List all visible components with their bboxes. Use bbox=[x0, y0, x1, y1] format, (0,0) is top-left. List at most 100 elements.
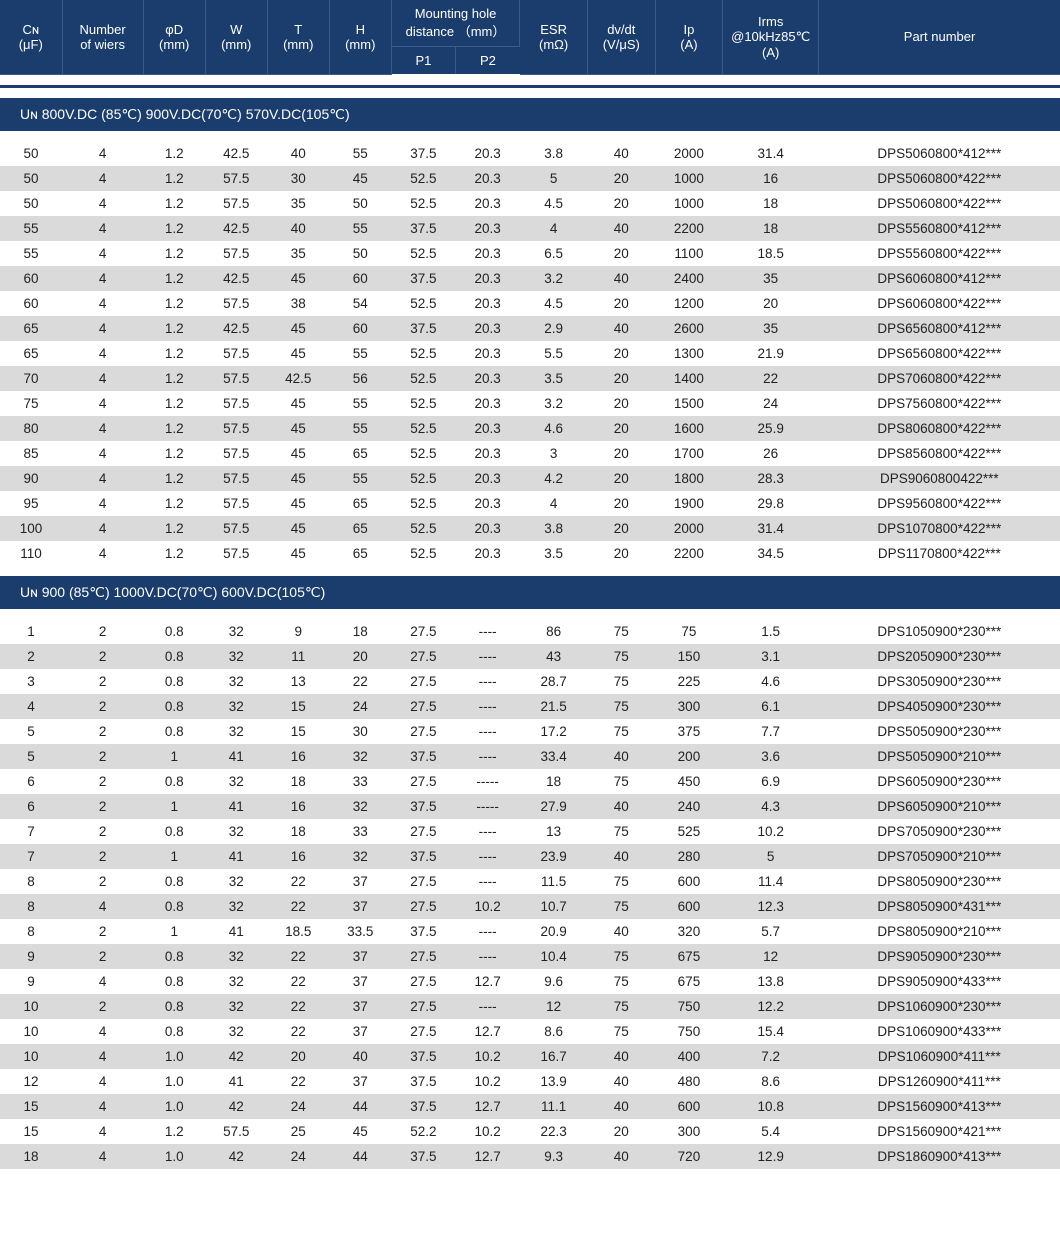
table-cell: 20.3 bbox=[456, 441, 520, 466]
table-cell: DPS8050900*210*** bbox=[819, 919, 1060, 944]
table-cell: 280 bbox=[655, 844, 723, 869]
table-cell: DPS1050900*230*** bbox=[819, 619, 1060, 644]
table-cell: 1600 bbox=[655, 416, 723, 441]
table-cell: 4.6 bbox=[723, 669, 819, 694]
table-cell: 20.3 bbox=[456, 466, 520, 491]
table-cell: 37.5 bbox=[391, 919, 455, 944]
table-cell: DPS8560800*422*** bbox=[819, 441, 1060, 466]
table-cell: 675 bbox=[655, 969, 723, 994]
table-cell: 34.5 bbox=[723, 541, 819, 566]
table-cell: 1.0 bbox=[143, 1069, 205, 1094]
col-h: H(mm) bbox=[329, 0, 391, 74]
table-cell: 11.4 bbox=[723, 869, 819, 894]
table-cell: 15 bbox=[0, 1119, 62, 1144]
table-cell: DPS6060800*422*** bbox=[819, 291, 1060, 316]
table-cell: 10.2 bbox=[456, 1069, 520, 1094]
table-cell: 200 bbox=[655, 744, 723, 769]
table-cell: 8 bbox=[0, 869, 62, 894]
table-cell: 2 bbox=[62, 919, 143, 944]
table-cell: 9.3 bbox=[520, 1144, 588, 1169]
table-cell: 20.3 bbox=[456, 516, 520, 541]
table-row: 1541.042244437.512.711.14060010.8DPS1560… bbox=[0, 1094, 1060, 1119]
table-cell: 33.5 bbox=[329, 919, 391, 944]
table-cell: 24 bbox=[267, 1144, 329, 1169]
table-cell: 6.1 bbox=[723, 694, 819, 719]
table-cell: 57.5 bbox=[205, 166, 267, 191]
table-cell: 1.0 bbox=[143, 1044, 205, 1069]
table-cell: 2 bbox=[62, 819, 143, 844]
table-cell: 1 bbox=[143, 794, 205, 819]
table-cell: 10 bbox=[0, 994, 62, 1019]
table-cell: DPS5060800*422*** bbox=[819, 166, 1060, 191]
table-row: 5041.242.5405537.520.33.840200031.4DPS50… bbox=[0, 141, 1060, 166]
table-cell: 1.2 bbox=[143, 466, 205, 491]
table-cell: 20 bbox=[329, 644, 391, 669]
table-body: Uɴ 800V.DC (85℃) 900V.DC(70℃) 570V.DC(10… bbox=[0, 74, 1060, 1169]
table-cell: 12.7 bbox=[456, 969, 520, 994]
table-cell: 37 bbox=[329, 944, 391, 969]
table-cell: 20.3 bbox=[456, 341, 520, 366]
table-cell: 55 bbox=[0, 216, 62, 241]
table-cell: 5.5 bbox=[520, 341, 588, 366]
table-cell: 8.6 bbox=[723, 1069, 819, 1094]
table-cell: 6 bbox=[0, 794, 62, 819]
table-cell: 45 bbox=[267, 416, 329, 441]
table-cell: 1900 bbox=[655, 491, 723, 516]
table-cell: 55 bbox=[329, 391, 391, 416]
table-cell: 1000 bbox=[655, 166, 723, 191]
table-cell: 57.5 bbox=[205, 441, 267, 466]
table-cell: 20 bbox=[587, 516, 655, 541]
table-cell: 5.7 bbox=[723, 919, 819, 944]
table-cell: 65 bbox=[329, 516, 391, 541]
table-cell: 33 bbox=[329, 769, 391, 794]
table-cell: DPS7050900*230*** bbox=[819, 819, 1060, 844]
table-cell: 60 bbox=[0, 291, 62, 316]
table-cell: 0.8 bbox=[143, 694, 205, 719]
table-cell: DPS8050900*230*** bbox=[819, 869, 1060, 894]
table-cell: 40 bbox=[587, 216, 655, 241]
table-cell: 41 bbox=[205, 744, 267, 769]
table-cell: 3.5 bbox=[520, 366, 588, 391]
table-cell: 41 bbox=[205, 794, 267, 819]
table-cell: 3.8 bbox=[520, 516, 588, 541]
table-row: 9541.257.5456552.520.3420190029.8DPS9560… bbox=[0, 491, 1060, 516]
table-cell: 32 bbox=[205, 819, 267, 844]
table-cell: DPS6560800*422*** bbox=[819, 341, 1060, 366]
table-cell: 18.5 bbox=[723, 241, 819, 266]
table-cell: 20 bbox=[587, 416, 655, 441]
table-cell: 24 bbox=[723, 391, 819, 416]
table-cell: 150 bbox=[655, 644, 723, 669]
table-cell: 57.5 bbox=[205, 416, 267, 441]
table-cell: 4 bbox=[62, 491, 143, 516]
table-cell: 1 bbox=[0, 619, 62, 644]
table-cell: 10.2 bbox=[456, 894, 520, 919]
table-cell: 40 bbox=[587, 266, 655, 291]
table-cell: 54 bbox=[329, 291, 391, 316]
table-cell: 13 bbox=[520, 819, 588, 844]
table-cell: 20 bbox=[587, 191, 655, 216]
table-cell: 15 bbox=[0, 1094, 62, 1119]
table-cell: 20 bbox=[587, 1119, 655, 1144]
table-cell: 41 bbox=[205, 919, 267, 944]
table-row: 1241.041223737.510.213.9404808.6DPS12609… bbox=[0, 1069, 1060, 1094]
table-cell: 20.3 bbox=[456, 141, 520, 166]
table-cell: 20 bbox=[587, 441, 655, 466]
table-cell: 25.9 bbox=[723, 416, 819, 441]
table-row: 220.832112027.5----43751503.1DPS2050900*… bbox=[0, 644, 1060, 669]
table-cell: 52.5 bbox=[391, 291, 455, 316]
table-cell: DPS7060800*422*** bbox=[819, 366, 1060, 391]
table-cell: ---- bbox=[456, 844, 520, 869]
table-cell: 21.9 bbox=[723, 341, 819, 366]
table-cell: 0.8 bbox=[143, 894, 205, 919]
table-cell: 9 bbox=[0, 944, 62, 969]
table-cell: 2200 bbox=[655, 216, 723, 241]
table-cell: 75 bbox=[587, 769, 655, 794]
table-cell: 40 bbox=[587, 141, 655, 166]
table-cell: 65 bbox=[0, 316, 62, 341]
table-cell: 86 bbox=[520, 619, 588, 644]
table-cell: 240 bbox=[655, 794, 723, 819]
table-cell: 2 bbox=[62, 769, 143, 794]
table-cell: 5 bbox=[0, 744, 62, 769]
table-cell: 1200 bbox=[655, 291, 723, 316]
table-cell: 20 bbox=[587, 391, 655, 416]
